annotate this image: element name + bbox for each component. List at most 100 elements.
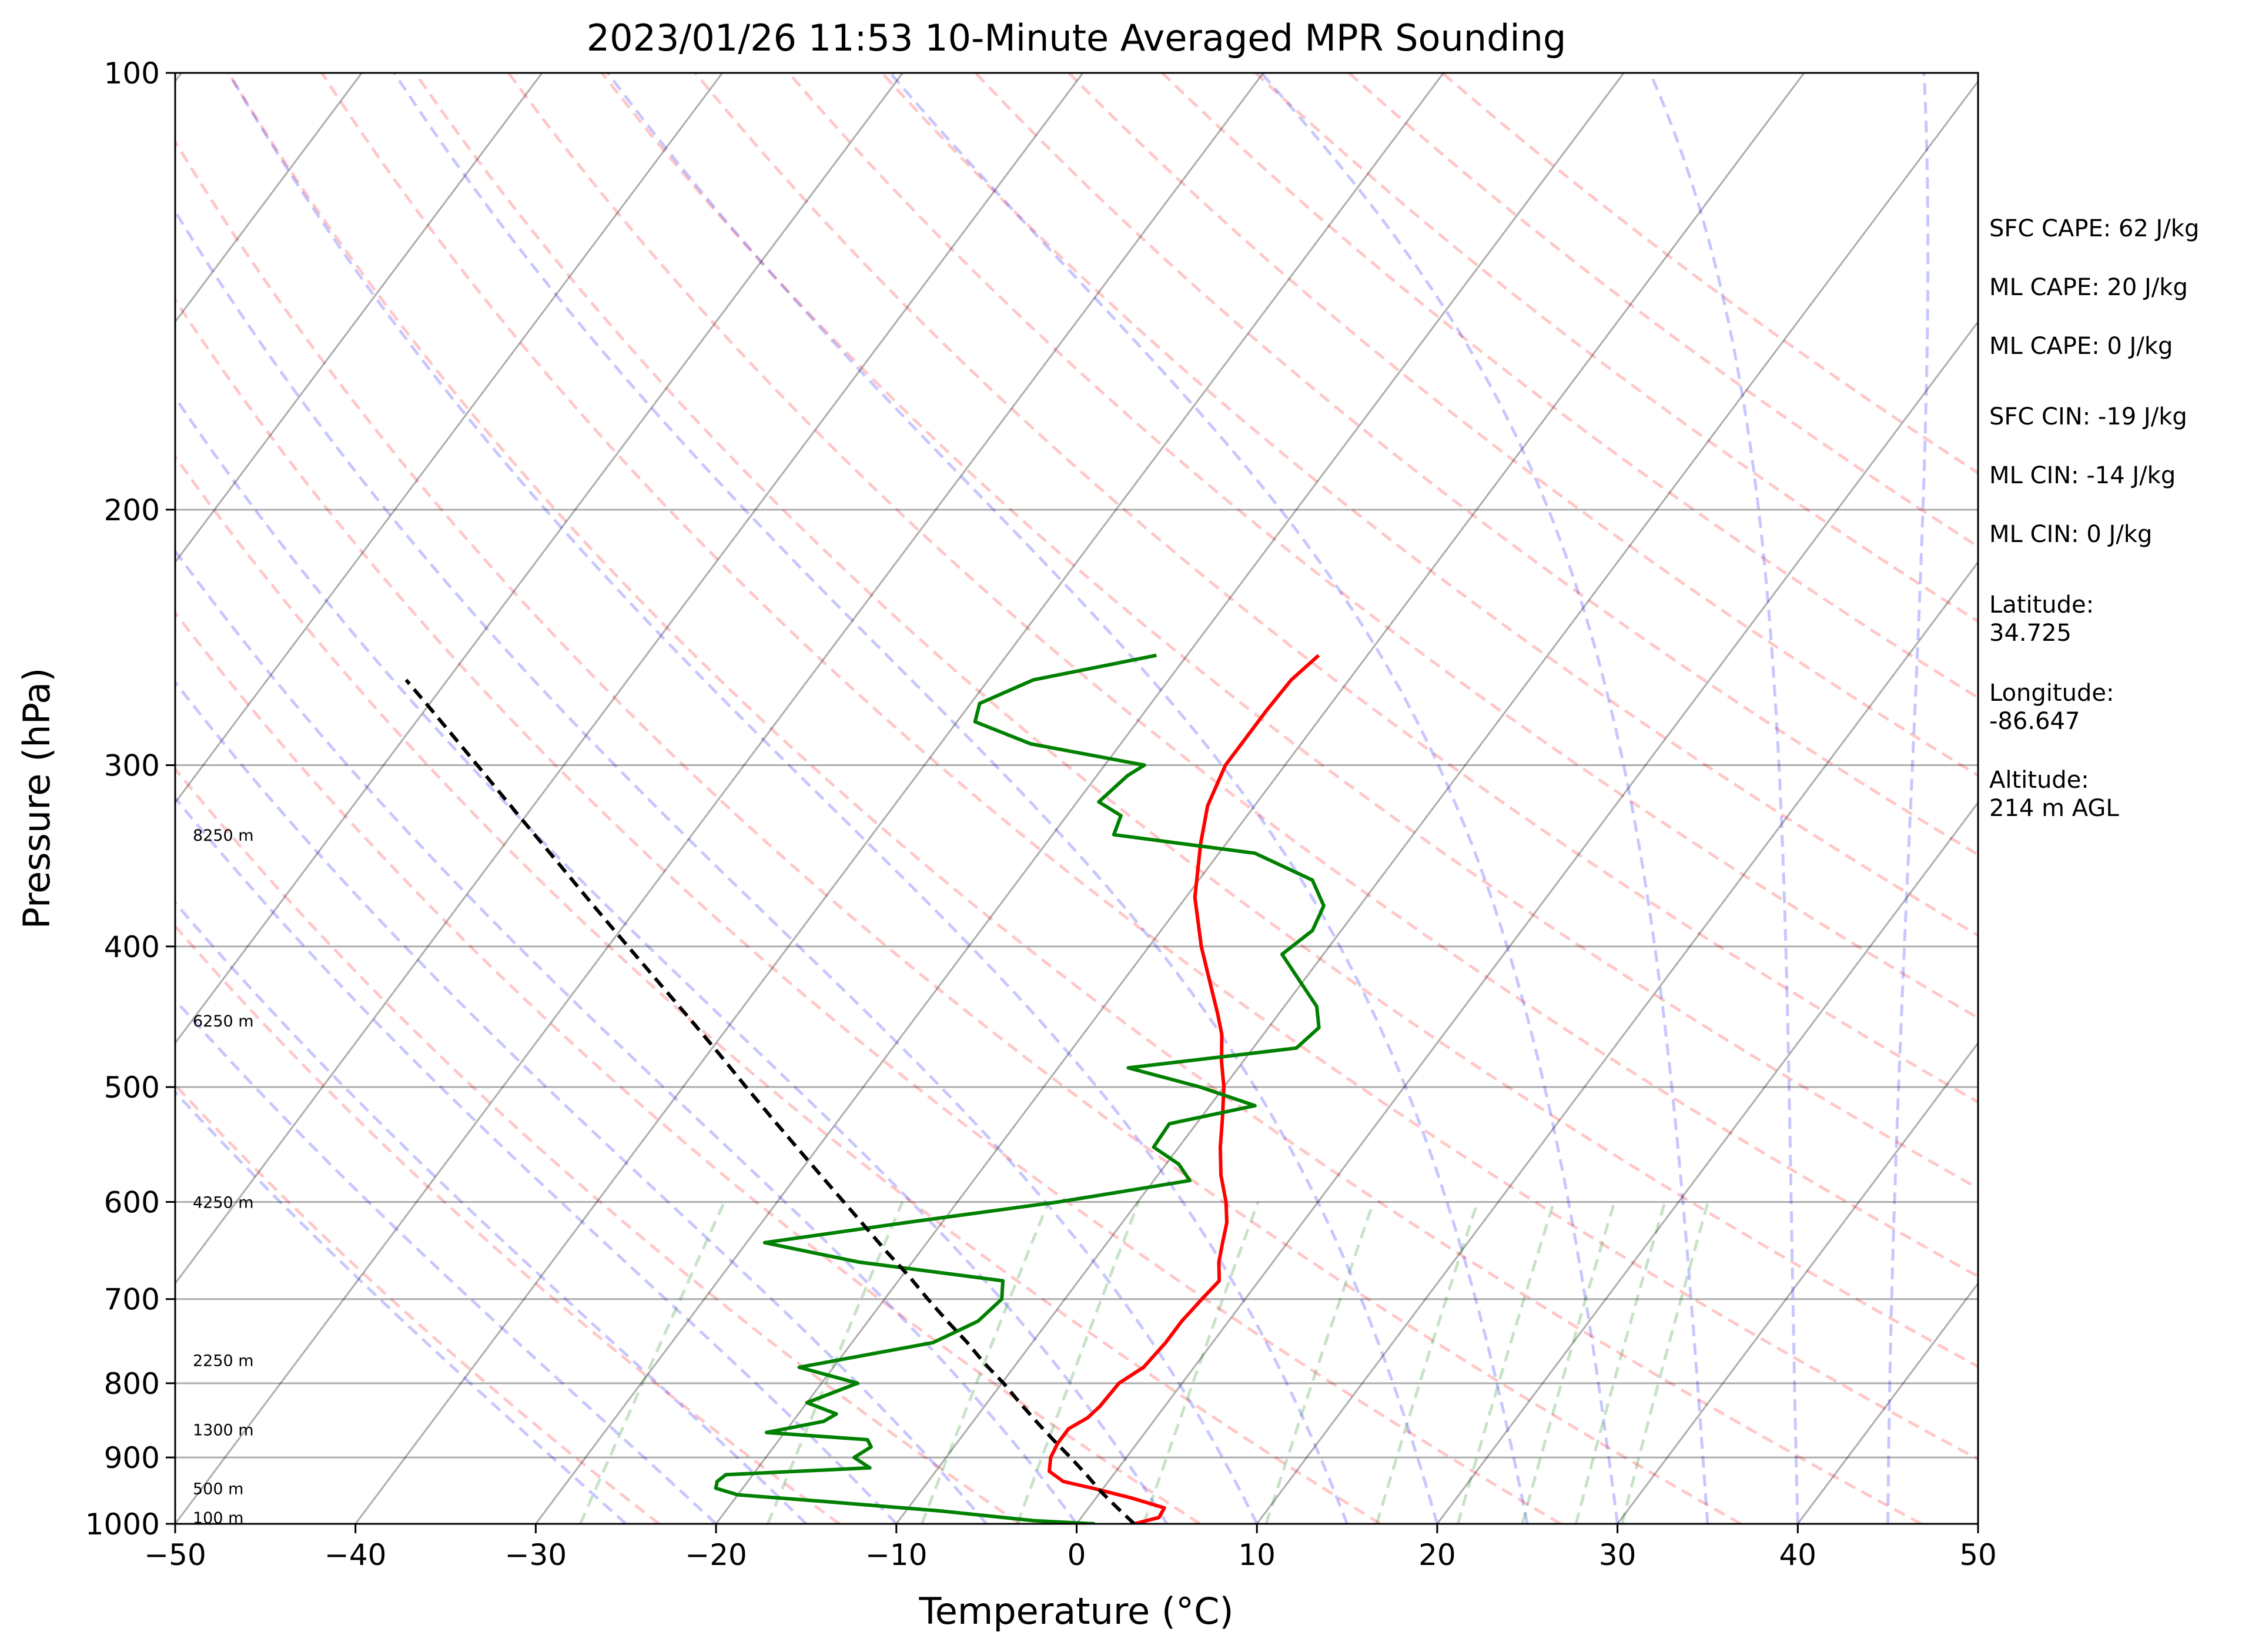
y-tick-label: 500 — [104, 1071, 160, 1105]
mixing-ratio-line — [578, 1201, 726, 1524]
isotherm — [535, 73, 1625, 1524]
dry-adiabat — [175, 454, 1381, 1524]
y-tick-label: 1000 — [85, 1507, 160, 1541]
mixing-ratio-line — [1264, 1201, 1375, 1524]
height-label: 500 m — [193, 1480, 243, 1498]
dry-adiabat — [320, 73, 1978, 1461]
moist-adiabat — [175, 549, 1078, 1524]
dry-adiabat — [414, 73, 1978, 1369]
height-label: 6250 m — [193, 1012, 254, 1031]
height-label: 4250 m — [193, 1193, 254, 1212]
isotherm — [1256, 560, 1978, 1524]
y-tick-label: 400 — [104, 930, 160, 964]
y-axis-title: Pressure (hPa) — [15, 668, 58, 929]
isotherm — [175, 73, 543, 564]
dry-adiabat — [1161, 73, 1978, 700]
y-tick-label: 200 — [104, 493, 160, 527]
moist-adiabat — [175, 900, 808, 1524]
height-labels: 100 m 500 m 1300 m 2250 m 4250 m 6250 m 8250 m — [193, 827, 254, 1527]
parcel-line — [404, 678, 1136, 1524]
annotation-text: Altitude: 214 m AGL — [1989, 767, 2119, 822]
isotherm — [175, 73, 363, 323]
annotation-line: 34.725 — [1989, 620, 2072, 647]
annotation-text: ML CAPE: 0 J/kg — [1989, 333, 2173, 360]
annotation-line: Altitude: — [1989, 767, 2089, 794]
y-tick-label: 800 — [104, 1367, 160, 1401]
dewpoint-line — [714, 653, 1326, 1524]
series-layer — [404, 653, 1326, 1524]
mixing-ratio-line — [1142, 1201, 1260, 1524]
moist-adiabat — [393, 73, 1439, 1524]
annotation-text: SFC CIN: -19 J/kg — [1989, 403, 2187, 430]
x-tick-label: 50 — [1959, 1538, 1997, 1572]
dry-adiabat — [175, 610, 1201, 1524]
annotation-text: SFC CAPE: 62 J/kg — [1989, 215, 2199, 242]
annotation-line: SFC CAPE: 62 J/kg — [1989, 215, 2199, 242]
annotation-line: ML CIN: 0 J/kg — [1989, 521, 2152, 548]
y-tick-label: 600 — [104, 1185, 160, 1219]
annotation-line: ML CIN: -14 J/kg — [1989, 462, 2176, 489]
moist-adiabat — [606, 73, 1529, 1524]
annotation-text: Longitude: -86.647 — [1989, 680, 2114, 735]
moist-adiabat — [227, 73, 1348, 1524]
moist-adiabat — [175, 208, 1259, 1524]
moist-adiabat — [175, 680, 988, 1524]
x-tick-label: 10 — [1238, 1538, 1276, 1572]
x-axis-title: Temperature (°C) — [918, 1590, 1233, 1633]
y-tick-label: 100 — [104, 56, 160, 91]
isotherm — [1617, 1041, 1978, 1524]
isotherm — [175, 73, 1264, 1524]
axis-ticks: −50 −40 −30 −20 −10 0 10 20 30 40 50 1000 900 800 700 6… — [85, 56, 1997, 1572]
background-lines — [175, 73, 1978, 1524]
dry-adiabat — [227, 73, 1922, 1524]
dry-adiabat — [175, 767, 1021, 1524]
isotherm — [175, 73, 724, 804]
isotherm — [175, 73, 904, 1045]
moist-adiabat — [175, 998, 717, 1524]
annotation-line: Longitude: — [1989, 680, 2114, 707]
dry-adiabat — [974, 73, 1978, 857]
dry-adiabat — [175, 139, 1742, 1524]
dry-adiabat — [694, 73, 1978, 1104]
dry-adiabat — [600, 73, 1978, 1190]
mixing-ratio-line — [920, 1201, 1050, 1524]
dry-adiabat — [881, 73, 1978, 937]
annotation-line: SFC CIN: -19 J/kg — [1989, 403, 2187, 430]
mixing-ratio-line — [1016, 1201, 1140, 1524]
annotation-line: -86.647 — [1989, 708, 2080, 735]
x-tick-label: −30 — [505, 1538, 567, 1572]
moist-adiabat — [889, 73, 1619, 1524]
x-tick-label: −20 — [685, 1538, 747, 1572]
annotation-text: ML CAPE: 20 J/kg — [1989, 274, 2188, 301]
y-tick-label: 300 — [104, 749, 160, 783]
chart-title: 2023/01/26 11:53 10-Minute Averaged MPR … — [587, 16, 1567, 59]
height-label: 2250 m — [193, 1352, 254, 1370]
dry-adiabat — [787, 73, 1978, 1020]
height-label: 100 m — [193, 1509, 243, 1527]
annotation-line: Latitude: — [1989, 591, 2094, 618]
y-tick-label: 900 — [104, 1441, 160, 1475]
x-tick-label: −50 — [144, 1538, 206, 1572]
annotation-text: ML CIN: -14 J/kg — [1989, 462, 2176, 489]
isotherm — [175, 73, 1084, 1285]
annotation-line: 214 m AGL — [1989, 795, 2119, 822]
moist-adiabat — [175, 394, 1169, 1524]
isotherm — [1436, 801, 1978, 1524]
dry-adiabat — [507, 73, 1978, 1278]
x-tick-label: −40 — [324, 1538, 387, 1572]
height-label: 8250 m — [193, 827, 254, 845]
annotation-text: Latitude: 34.725 — [1989, 591, 2094, 647]
x-tick-label: 30 — [1599, 1538, 1637, 1572]
annotation-text: ML CIN: 0 J/kg — [1989, 521, 2152, 548]
annotation-line: ML CAPE: 0 J/kg — [1989, 333, 2173, 360]
x-tick-label: −10 — [865, 1538, 928, 1572]
dry-adiabat — [1348, 73, 1978, 549]
temperature-line — [1048, 654, 1320, 1524]
moist-adiabat — [1886, 73, 1930, 1524]
annotation-line: ML CAPE: 20 J/kg — [1989, 274, 2188, 301]
dry-adiabat — [175, 297, 1562, 1524]
height-label: 1300 m — [193, 1422, 254, 1440]
x-tick-label: 0 — [1068, 1538, 1086, 1572]
isotherm — [1076, 320, 1978, 1524]
